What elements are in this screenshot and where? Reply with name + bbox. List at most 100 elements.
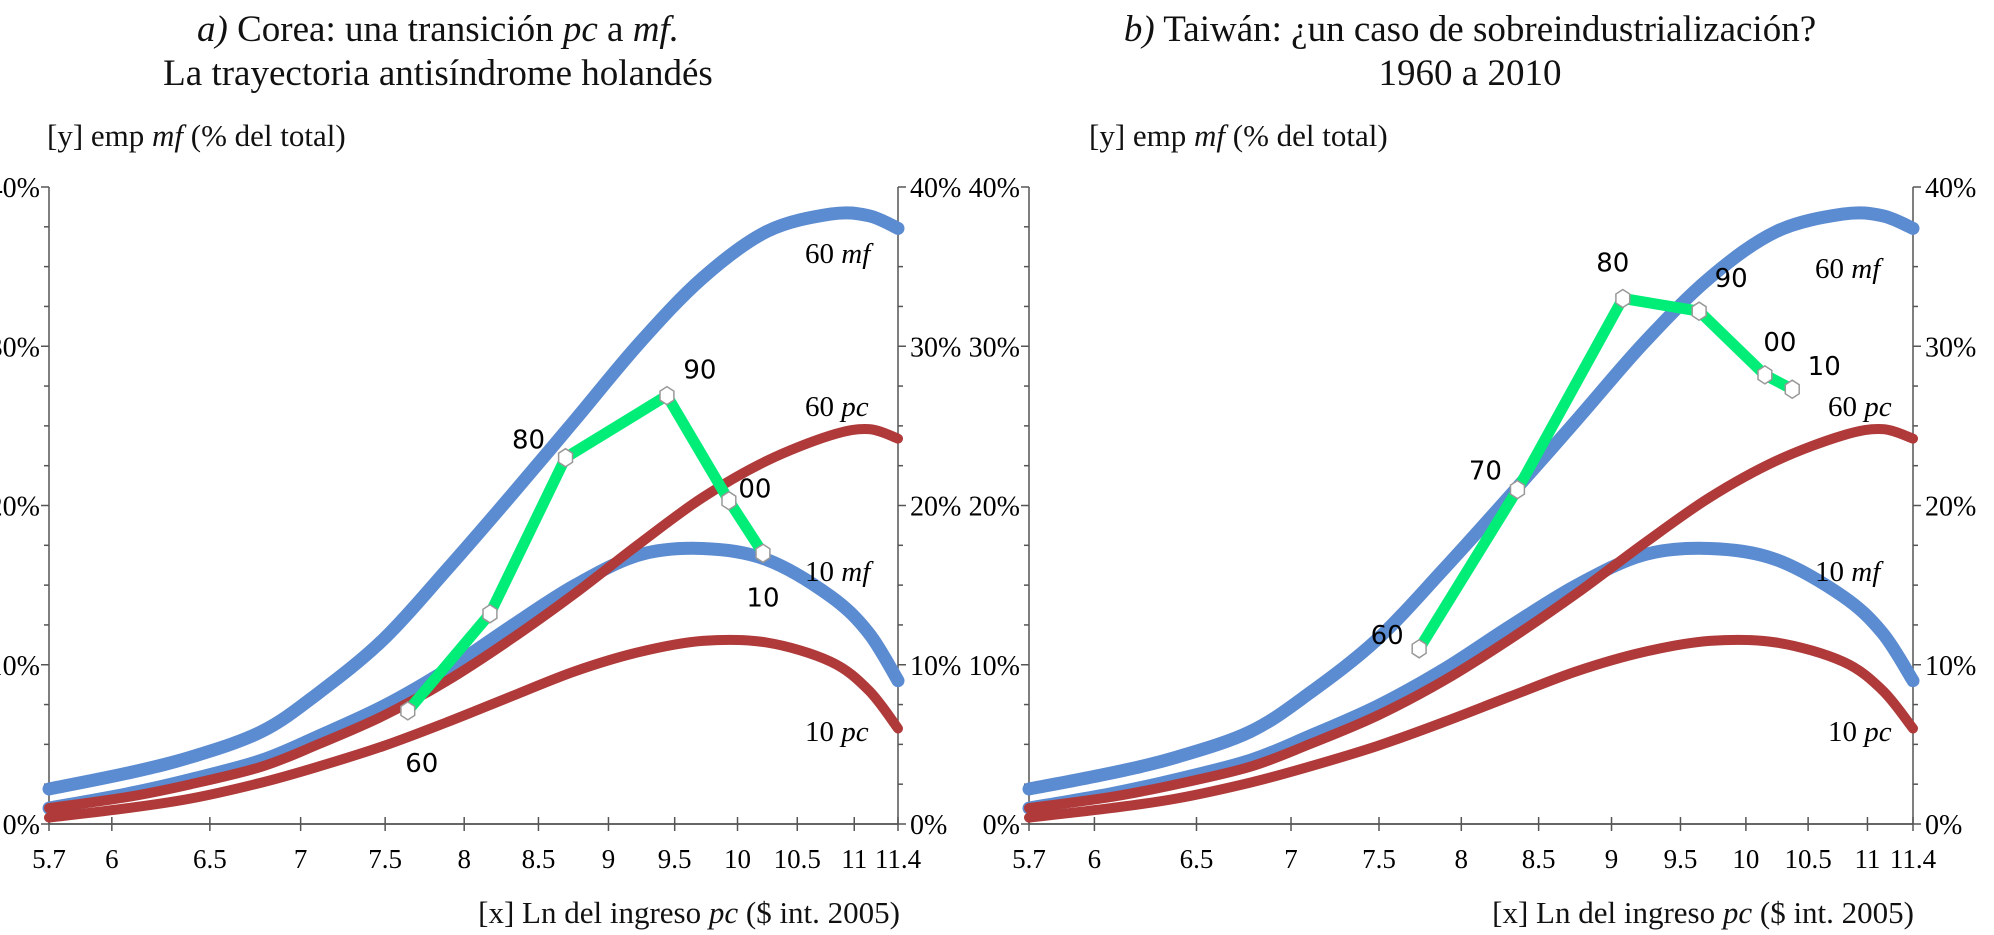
- y-tick-label-left: 30%: [969, 332, 1020, 363]
- curve-label-space: [834, 716, 841, 748]
- x-tick-label: 7: [1284, 844, 1298, 874]
- y-tick-label-left: 40%: [0, 173, 40, 204]
- x-tick-label: 5.7: [1012, 844, 1046, 874]
- curve-label-unit: pc: [839, 391, 869, 423]
- ylabel-text: [y] emp: [1089, 118, 1195, 153]
- x-tick-label: 5.7: [32, 844, 66, 874]
- trajectory-point: [557, 447, 574, 468]
- trajectory-point-label: 10: [1808, 352, 1841, 382]
- chart-a-x-axis-title: [x] Ln del ingreso pc ($ int. 2005): [200, 895, 900, 931]
- x-tick-label: 6.5: [193, 844, 227, 874]
- y-tick-label-left: 0%: [3, 810, 40, 841]
- curve-label-60-pc: 60 pc: [1828, 391, 1892, 423]
- trajectory-point: [1411, 638, 1427, 659]
- title-italic: pc: [562, 9, 598, 50]
- x-tick-label: 8.5: [1522, 844, 1556, 874]
- curve-label-60-mf: 60 mf: [1815, 253, 1884, 285]
- y-tick-label-left: 10%: [0, 651, 40, 682]
- trajectory-point: [1691, 301, 1707, 322]
- x-tick-label: 9.5: [658, 844, 692, 874]
- chart-a-title: a) Corea: una transición pc a mf. La tra…: [0, 8, 888, 96]
- x-tick-label: 6: [105, 844, 119, 874]
- title-text: a: [597, 9, 633, 50]
- chart-a-plot: 0% 0% 10% 10% 20% 20% 30% 30% 40% 40% 5.7 6 6.5 7 7.5 8…: [0, 173, 961, 874]
- x-tick-label: 6.5: [1180, 844, 1214, 874]
- chart-b-plot: 0% 0% 10% 10% 20% 20% 30% 30% 40% 40% 5.7 6 6.5 7 7.5 8…: [969, 173, 1977, 874]
- chart-a-title-line1: a) Corea: una transición pc a mf.: [0, 8, 888, 52]
- y-tick-label-left: 30%: [0, 332, 40, 363]
- x-tick-label: 11: [1854, 844, 1880, 874]
- y-tick-label-right: 30%: [910, 332, 961, 363]
- curve-label-number: 10: [1828, 716, 1857, 748]
- curve-10-mf: [42, 541, 905, 815]
- curve-label-unit: pc: [839, 716, 869, 748]
- trajectory-point: [659, 385, 675, 406]
- x-tick-label: 8: [457, 844, 471, 874]
- xlabel-text: [x] Ln del ingreso: [1492, 895, 1723, 930]
- trajectory-point: [721, 490, 737, 511]
- x-tick-label: 8.5: [522, 844, 556, 874]
- curve-label-number: 10: [805, 716, 834, 748]
- chart-b-x-axis-title: [x] Ln del ingreso pc ($ int. 2005): [1214, 895, 1914, 931]
- y-tick-label-left: 40%: [969, 173, 1020, 204]
- curve-60-pc: [1024, 424, 1918, 814]
- curve-label-unit: mf: [1851, 556, 1884, 588]
- curve-label-space: [834, 238, 841, 270]
- trajectory-point-label: 10: [746, 583, 779, 613]
- curve-label-space: [1844, 556, 1851, 588]
- curve-10-pc: [1024, 634, 1918, 823]
- trajectory-point: [400, 701, 416, 721]
- curve-label-space: [1857, 716, 1864, 748]
- curve-label-space: [834, 556, 841, 588]
- xlabel-text: [x] Ln del ingreso: [478, 895, 709, 930]
- x-tick-label: 11: [841, 844, 867, 874]
- trajectory-point: [1615, 288, 1631, 309]
- curve-label-60-pc: 60 pc: [805, 391, 869, 423]
- y-tick-label-left: 10%: [969, 651, 1020, 682]
- curve-10-mf: [1022, 541, 1920, 815]
- y-tick-label-right: 10%: [1925, 651, 1976, 682]
- x-tick-label: 11.4: [875, 844, 922, 874]
- title-text: Taiwán: ¿un caso de sobreindustrializaci…: [1154, 9, 1817, 50]
- curve-label-space: [834, 391, 841, 423]
- curve-label-10-mf: 10 mf: [1815, 556, 1884, 588]
- y-tick-label-right: 40%: [910, 173, 961, 204]
- xlabel-italic: pc: [708, 895, 739, 930]
- chart-b-title-line1: b) Taiwán: ¿un caso de sobreindustrializ…: [1020, 8, 1920, 52]
- trajectory-point: [755, 543, 771, 564]
- trajectory-point: [1784, 379, 1800, 400]
- curve-label-unit: mf: [1851, 253, 1884, 285]
- xlabel-text: ($ int. 2005): [1752, 895, 1914, 930]
- curve-label-space: [1857, 391, 1864, 423]
- y-tick-label-left: 20%: [969, 492, 1020, 523]
- curve-label-60-mf: 60 mf: [805, 238, 874, 270]
- trajectory-point: [1757, 365, 1773, 385]
- chart-a-y-axis-title: [y] emp mf (% del total): [47, 118, 346, 154]
- title-italic: mf.: [632, 9, 679, 50]
- curve-10-pc: [44, 634, 903, 823]
- y-tick-label-left: 20%: [0, 492, 40, 523]
- curve-label-unit: pc: [1862, 716, 1892, 748]
- y-tick-label-right: 0%: [910, 810, 947, 841]
- panel-letter: a): [197, 9, 228, 50]
- x-tick-label: 8: [1455, 844, 1469, 874]
- x-tick-label: 11.4: [1890, 844, 1937, 874]
- trajectory-point-label: 90: [683, 356, 716, 386]
- trajectory-point-label: 60: [1371, 621, 1404, 651]
- panel-letter: b): [1123, 9, 1155, 50]
- curve-label-unit: mf: [841, 238, 874, 270]
- title-text: Corea: una transición: [227, 9, 563, 50]
- trajectory-point: [482, 603, 498, 624]
- chart-b-y-axis-title: [y] emp mf (% del total): [1089, 118, 1388, 154]
- chart-b-title-line2: 1960 a 2010: [1378, 53, 1562, 94]
- y-tick-label-right: 10%: [910, 651, 961, 682]
- y-tick-label-right: 20%: [910, 492, 961, 523]
- curve-label-unit: mf: [841, 556, 874, 588]
- curve-label-unit: pc: [1862, 391, 1892, 423]
- y-tick-label-right: 40%: [1925, 173, 1976, 204]
- ylabel-text: [y] emp: [47, 118, 153, 153]
- ylabel-italic: mf: [152, 118, 184, 153]
- y-tick-label-left: 0%: [983, 810, 1020, 841]
- chart-b-title: b) Taiwán: ¿un caso de sobreindustrializ…: [1020, 8, 1920, 96]
